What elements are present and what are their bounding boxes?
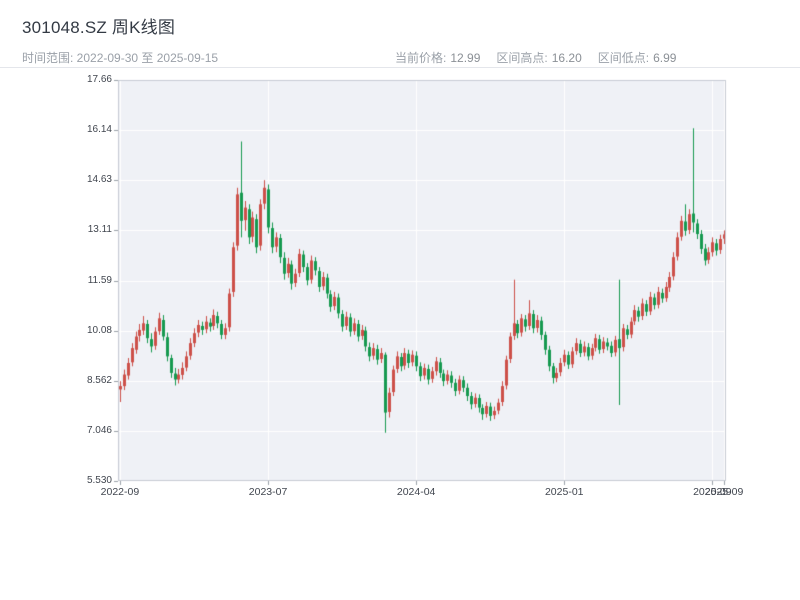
current-price-label: 当前价格: (395, 51, 447, 65)
range-high-value: 16.20 (551, 51, 582, 65)
header-divider (0, 67, 800, 68)
page-title: 301048.SZ 周K线图 (22, 18, 176, 37)
range-high-label: 区间高点: (496, 51, 548, 65)
price-stats: 当前价格: 12.99 区间高点: 16.20 区间低点: 6.99 (395, 49, 692, 66)
current-price-value: 12.99 (450, 51, 481, 65)
date-range-label: 时间范围: 2022-09-30 至 2025-09-15 (22, 51, 219, 65)
range-low-value: 6.99 (653, 51, 677, 65)
range-low-label: 区间低点: (597, 51, 650, 65)
